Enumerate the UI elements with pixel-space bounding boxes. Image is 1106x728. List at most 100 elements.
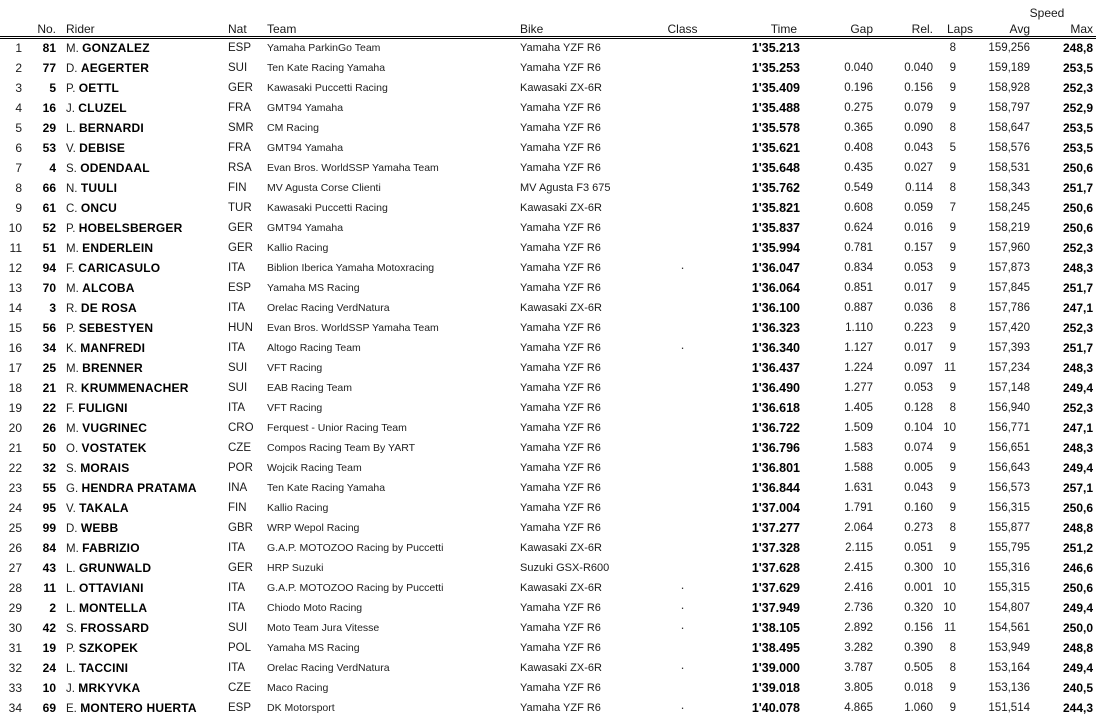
nationality-cell: ITA <box>228 401 246 414</box>
bike-cell: Yamaha YZF R6 <box>520 381 601 394</box>
nationality-cell: HUN <box>228 321 253 334</box>
rider-initial: P. <box>66 322 76 335</box>
avg-speed-cell: 158,928 <box>988 81 1030 94</box>
position-cell: 9 <box>15 200 22 215</box>
position-cell: 17 <box>8 360 22 375</box>
class-dot-cell <box>655 318 710 338</box>
position-cell: 20 <box>8 420 22 435</box>
team-cell: VFT Racing <box>267 361 323 374</box>
max-speed-cell: 248,3 <box>1062 440 1094 455</box>
rider-number-cell: 81 <box>42 41 56 56</box>
position-cell: 25 <box>8 520 22 535</box>
time-cell: 1'36.618 <box>751 400 800 415</box>
rider-number-cell: 61 <box>42 200 56 215</box>
rel-cell: 0.223 <box>904 321 933 334</box>
rider-initial: M. <box>66 43 79 56</box>
rider-initial: J. <box>66 682 75 695</box>
header-nat: Nat <box>226 20 262 39</box>
rider-number-cell: 21 <box>42 380 56 395</box>
team-cell: Compos Racing Team By YART <box>267 441 416 454</box>
max-speed-cell: 249,4 <box>1062 380 1094 395</box>
rider-initial: M. <box>66 422 79 435</box>
rider-number-cell: 10 <box>42 680 56 695</box>
laps-cell: 10 <box>943 421 956 434</box>
rider-number-cell: 11 <box>43 580 56 595</box>
rel-cell: 0.017 <box>904 281 933 294</box>
gap-cell: 1.791 <box>844 501 873 514</box>
class-dot-cell: · <box>680 700 685 715</box>
bike-cell: Yamaha YZF R6 <box>520 221 601 234</box>
laps-cell: 9 <box>949 501 956 514</box>
table-row: 4 16 J. CLUZEL FRA GMT94 Yamaha Yamaha Y… <box>0 98 1096 118</box>
gap-cell: 1.588 <box>844 461 873 474</box>
team-cell: Ten Kate Racing Yamaha <box>267 481 386 494</box>
table-row: 6 53 V. DEBISE FRA GMT94 Yamaha Yamaha Y… <box>0 138 1096 158</box>
header-laps: Laps <box>936 20 976 39</box>
avg-speed-cell: 154,807 <box>988 601 1030 614</box>
rel-cell: 0.018 <box>904 681 933 694</box>
rider-initial: R. <box>66 382 78 395</box>
gap-cell: 0.408 <box>844 141 873 154</box>
team-cell: EAB Racing Team <box>267 381 353 394</box>
laps-cell: 9 <box>949 221 956 234</box>
laps-cell: 9 <box>949 241 956 254</box>
header-spacer <box>0 5 976 20</box>
rider-surname: MORAIS <box>80 460 130 475</box>
rel-cell: 0.079 <box>904 101 933 114</box>
rider-initial: F. <box>66 402 75 415</box>
rel-cell: 0.156 <box>904 81 933 94</box>
rider-initial: K. <box>66 342 77 355</box>
rider-name-cell: E. MONTERO HUERTA <box>58 698 226 718</box>
time-cell: 1'36.323 <box>751 320 800 335</box>
rider-number-cell: 32 <box>42 460 56 475</box>
avg-speed-cell: 158,647 <box>988 121 1030 134</box>
laps-cell: 8 <box>949 661 956 674</box>
avg-speed-cell: 156,771 <box>988 421 1030 434</box>
rider-surname: DEBISE <box>79 140 126 155</box>
max-speed-cell: 248,3 <box>1062 360 1094 375</box>
time-cell: 1'36.437 <box>751 360 800 375</box>
rider-initial: P. <box>66 222 76 235</box>
rider-name-cell: G. HENDRA PRATAMA <box>58 478 226 498</box>
rel-cell: 0.016 <box>904 221 933 234</box>
rider-number-cell: 29 <box>42 120 56 135</box>
bike-cell: Yamaha YZF R6 <box>520 701 601 714</box>
rider-name-cell: M. BRENNER <box>58 358 226 378</box>
rider-surname: CLUZEL <box>78 100 127 115</box>
gap-cell: 3.805 <box>844 681 873 694</box>
max-speed-cell: 252,3 <box>1062 80 1094 95</box>
class-dot-cell <box>655 458 710 478</box>
table-row: 30 42 S. FROSSARD SUI Moto Team Jura Vit… <box>0 618 1096 638</box>
rider-name-cell: L. TACCINI <box>58 658 226 678</box>
laps-cell: 11 <box>944 621 956 634</box>
time-cell: 1'36.801 <box>751 460 800 475</box>
rider-number-cell: 53 <box>42 140 56 155</box>
rider-name-cell: M. ENDERLEIN <box>58 238 226 258</box>
table-row: 11 51 M. ENDERLEIN GER Kallio Racing Yam… <box>0 238 1096 258</box>
team-cell: Kawasaki Puccetti Racing <box>267 81 388 94</box>
team-cell: Kawasaki Puccetti Racing <box>267 201 388 214</box>
bike-cell: Yamaha YZF R6 <box>520 601 601 614</box>
avg-speed-cell: 157,148 <box>988 381 1030 394</box>
max-speed-cell: 253,5 <box>1062 120 1094 135</box>
rider-name-cell: V. DEBISE <box>58 138 226 158</box>
class-dot-cell <box>655 478 710 498</box>
gap-cell: 4.865 <box>844 701 873 714</box>
table-body: 1 81 M. GONZALEZ ESP Yamaha ParkinGo Tea… <box>0 38 1096 718</box>
time-cell: 1'35.648 <box>751 160 800 175</box>
gap-cell: 2.892 <box>844 621 873 634</box>
class-dot-cell <box>655 78 710 98</box>
laps-cell: 8 <box>949 181 956 194</box>
position-cell: 24 <box>8 500 22 515</box>
bike-cell: Kawasaki ZX-6R <box>520 581 602 594</box>
avg-speed-cell: 157,420 <box>988 321 1030 334</box>
nationality-cell: GBR <box>228 521 253 534</box>
max-speed-cell: 252,3 <box>1062 240 1094 255</box>
nationality-cell: SUI <box>228 381 248 394</box>
max-speed-cell: 257,1 <box>1062 480 1094 495</box>
team-cell: WRP Wepol Racing <box>267 521 360 534</box>
rider-initial: J. <box>66 102 75 115</box>
table-row: 9 61 C. ONCU TUR Kawasaki Puccetti Racin… <box>0 198 1096 218</box>
class-dot-cell: · <box>680 660 685 675</box>
time-cell: 1'35.837 <box>751 220 800 235</box>
